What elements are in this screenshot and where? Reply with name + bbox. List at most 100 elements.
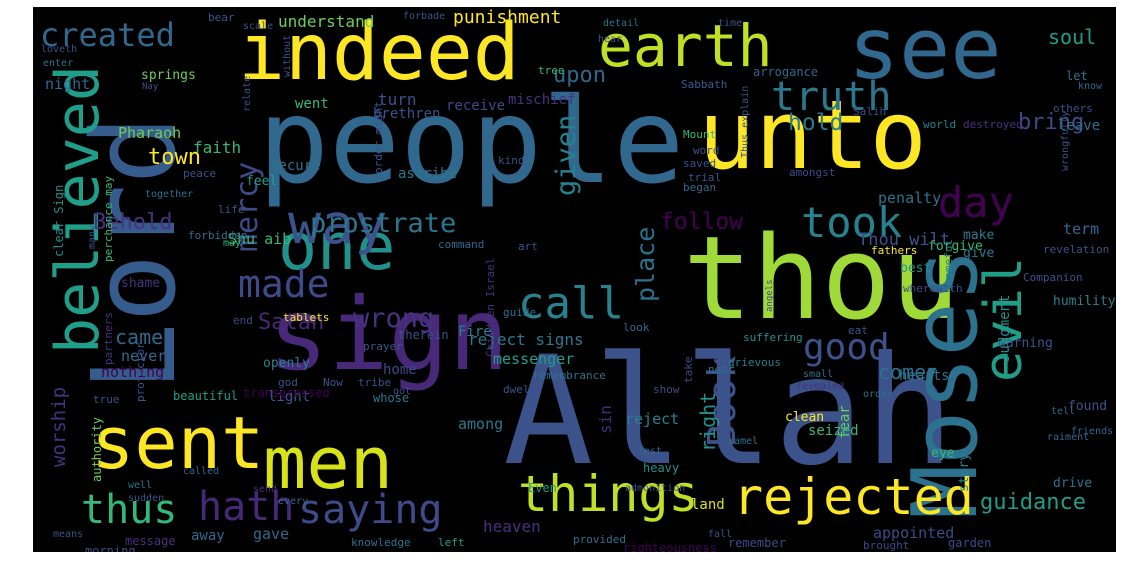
word: scale xyxy=(243,21,274,32)
word: beautiful xyxy=(173,389,239,403)
word: Salih xyxy=(853,105,887,118)
word: every xyxy=(278,496,309,507)
word: leave xyxy=(1058,118,1101,134)
word: heaven xyxy=(483,517,541,536)
word: reject signs xyxy=(468,330,584,349)
word: eat xyxy=(848,324,868,337)
word: Now xyxy=(323,376,343,389)
word: guidance xyxy=(980,490,1086,515)
word: tribe xyxy=(358,376,392,389)
word: called xyxy=(183,466,220,477)
word: authority xyxy=(90,416,104,482)
word: shameful xyxy=(942,239,955,292)
word: god xyxy=(278,376,298,389)
word: true xyxy=(93,393,120,406)
word: warning xyxy=(998,336,1053,351)
word: left xyxy=(438,536,465,549)
word: forgive xyxy=(928,239,983,254)
word: things xyxy=(518,465,699,523)
word: worship xyxy=(48,386,70,467)
word: home xyxy=(383,362,417,378)
word: time xyxy=(718,18,743,29)
word: take xyxy=(682,356,695,384)
word: order xyxy=(863,389,894,400)
word: rejected xyxy=(733,468,974,526)
word: receive xyxy=(446,98,506,114)
word: people xyxy=(258,72,685,210)
word: way xyxy=(288,192,388,256)
word: Satan xyxy=(258,310,325,335)
word: clear Sign xyxy=(52,184,66,257)
word: upon xyxy=(553,63,606,88)
word: took xyxy=(801,198,903,247)
word: provided xyxy=(573,533,626,546)
word: others xyxy=(1053,102,1093,115)
word: call xyxy=(518,278,624,329)
word: eye xyxy=(931,446,955,461)
word: drive xyxy=(1053,476,1093,491)
word: make xyxy=(963,228,995,243)
word: message xyxy=(125,534,176,548)
word: hold xyxy=(788,110,844,136)
word: men xyxy=(263,421,394,505)
word: brethren xyxy=(373,106,441,122)
word: admonition xyxy=(625,483,686,494)
word: word xyxy=(693,144,720,157)
word: art xyxy=(518,240,538,253)
word: heavy xyxy=(643,461,680,475)
word: Pharaoh xyxy=(118,124,182,142)
word: made xyxy=(238,262,330,306)
word: punishment xyxy=(453,7,562,28)
word: springs xyxy=(141,68,196,83)
word: appointed xyxy=(873,524,955,542)
word: away xyxy=(191,528,225,544)
word: went xyxy=(295,96,329,112)
word: hath xyxy=(198,484,295,530)
word: loveth xyxy=(41,44,78,55)
word: Fire xyxy=(458,324,492,340)
word: nothing xyxy=(101,363,165,381)
word: sudden xyxy=(128,493,165,504)
word: Companion xyxy=(1023,271,1083,284)
word: let xyxy=(1066,69,1088,83)
word: soul xyxy=(1048,25,1097,49)
word: began xyxy=(683,181,717,194)
word: indeed xyxy=(238,8,520,98)
word: secure xyxy=(270,158,321,174)
word: peace xyxy=(183,167,217,180)
word-cloud: Allah people Lord thou sign Moses unto see indee… xyxy=(33,7,1116,552)
word: together xyxy=(145,189,194,200)
word: among xyxy=(458,415,504,433)
word: good xyxy=(803,327,890,368)
word: morning xyxy=(85,544,136,552)
word: friends xyxy=(1071,426,1114,437)
word: story xyxy=(957,452,972,492)
word: protector xyxy=(134,342,147,402)
word: enter xyxy=(43,58,74,69)
word: guide xyxy=(503,306,537,319)
word: order might xyxy=(372,101,385,174)
word: many xyxy=(87,224,98,249)
word: prostrate xyxy=(310,208,457,239)
word: lest xyxy=(638,446,663,457)
word: Thou wilt xyxy=(858,230,951,250)
word: night xyxy=(45,75,91,93)
word: arrogance xyxy=(753,65,819,79)
word: turn xyxy=(378,90,417,109)
word: life xyxy=(218,203,245,216)
word: humility xyxy=(1053,294,1116,309)
word: tree xyxy=(538,64,565,77)
word: light xyxy=(268,389,311,405)
word: Nay xyxy=(142,82,159,92)
word: show xyxy=(653,383,680,396)
word: detail xyxy=(603,18,640,29)
word: brought xyxy=(863,539,910,552)
word: know xyxy=(1078,81,1103,92)
word: trial xyxy=(688,171,722,184)
word: transgressed xyxy=(243,386,330,400)
word: therein xyxy=(398,328,449,342)
word: hearts xyxy=(899,368,950,384)
word: best xyxy=(900,261,932,276)
word: never xyxy=(121,347,167,365)
word: unto xyxy=(698,81,927,191)
